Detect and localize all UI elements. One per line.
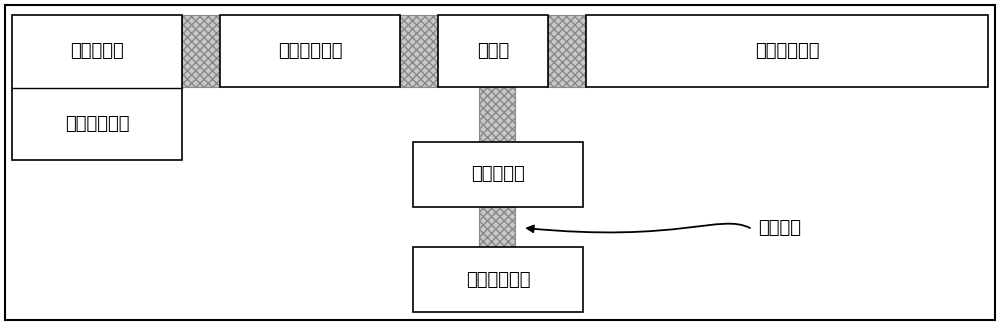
FancyArrowPatch shape — [527, 224, 750, 232]
Text: 连通装置: 连通装置 — [758, 219, 801, 237]
Bar — [413, 142, 583, 207]
Bar — [586, 15, 988, 87]
Bar — [479, 207, 515, 247]
Text: 嫩化器: 嫩化器 — [477, 42, 509, 60]
Bar — [479, 87, 515, 142]
Bar — [548, 15, 586, 87]
Bar — [220, 15, 400, 87]
Text: 果蔬储藏器: 果蔬储藏器 — [70, 42, 124, 60]
Text: 果蔬预处理器: 果蔬预处理器 — [278, 42, 342, 60]
Text: 温湿度控制器: 温湿度控制器 — [65, 115, 129, 133]
Text: 肉料收集组件: 肉料收集组件 — [466, 270, 530, 289]
Text: 肉料储藏组件: 肉料储藏组件 — [755, 42, 819, 60]
Bar — [12, 15, 182, 160]
Text: 酶頓化组件: 酶頓化组件 — [471, 165, 525, 184]
Bar — [182, 15, 220, 87]
Bar — [400, 15, 438, 87]
Bar — [438, 15, 548, 87]
Bar — [413, 247, 583, 312]
